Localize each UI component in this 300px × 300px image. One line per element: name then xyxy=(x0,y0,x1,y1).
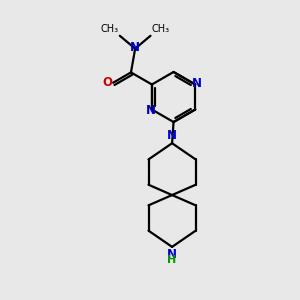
Text: O: O xyxy=(103,76,113,89)
Text: CH₃: CH₃ xyxy=(100,24,118,34)
Text: N: N xyxy=(146,103,156,117)
Text: N: N xyxy=(167,248,177,261)
Text: H: H xyxy=(167,255,177,265)
Text: N: N xyxy=(191,77,201,90)
Text: N: N xyxy=(167,129,177,142)
Text: N: N xyxy=(130,41,140,54)
Text: CH₃: CH₃ xyxy=(152,24,170,34)
